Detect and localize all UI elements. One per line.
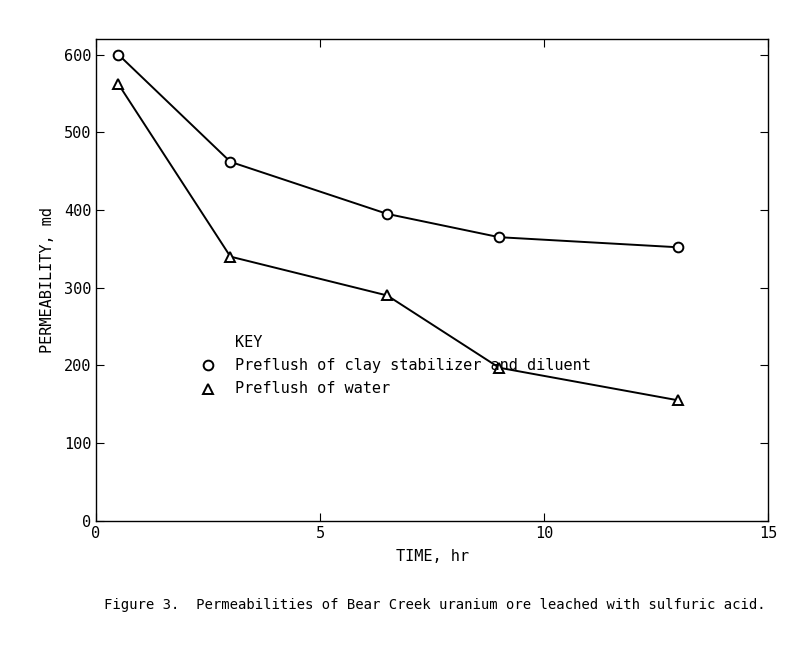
Text: Preflush of water: Preflush of water (235, 381, 390, 396)
X-axis label: TIME, hr: TIME, hr (395, 549, 469, 564)
Text: KEY: KEY (235, 335, 262, 350)
Text: Figure 3.  Permeabilities of Bear Creek uranium ore leached with sulfuric acid.: Figure 3. Permeabilities of Bear Creek u… (104, 598, 766, 612)
Y-axis label: PERMEABILITY, md: PERMEABILITY, md (41, 207, 55, 353)
Text: Preflush of clay stabilizer and diluent: Preflush of clay stabilizer and diluent (235, 358, 590, 373)
